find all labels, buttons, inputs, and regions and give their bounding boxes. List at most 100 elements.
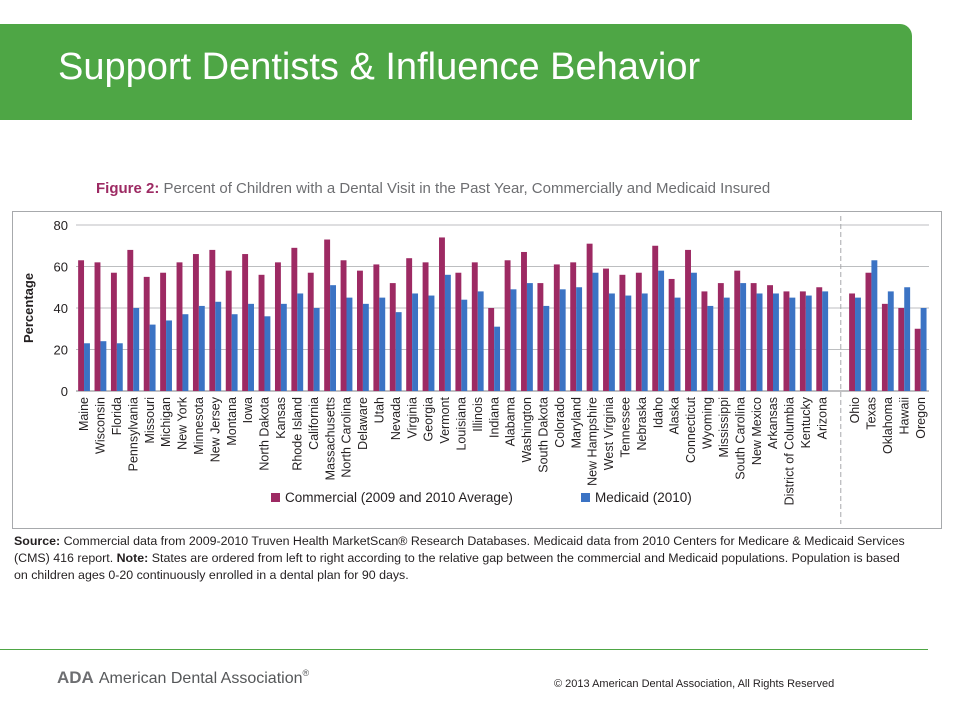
bar-commercial xyxy=(209,249,216,391)
x-tick-label: Pennsylvania xyxy=(126,397,140,471)
bar-medicaid xyxy=(444,274,451,391)
bar-commercial xyxy=(94,262,101,391)
x-tick-label: Alabama xyxy=(504,397,518,446)
bar-medicaid xyxy=(658,270,665,391)
y-tick-label: 60 xyxy=(54,260,68,275)
bar-medicaid xyxy=(84,343,90,391)
x-tick-label: Georgia xyxy=(422,397,436,442)
note-label: Note: xyxy=(116,551,149,565)
note-text: States are ordered from left to right ac… xyxy=(14,551,900,582)
bar-medicaid xyxy=(822,291,829,391)
bar-medicaid xyxy=(608,293,615,391)
bar-medicaid xyxy=(149,324,156,391)
x-tick-label: Connecticut xyxy=(684,396,698,463)
x-tick-label: Kentucky xyxy=(799,396,813,448)
bar-medicaid xyxy=(723,297,730,391)
bar-medicaid xyxy=(871,260,878,391)
bar-commercial xyxy=(274,262,281,391)
x-tick-label: Ohio xyxy=(848,397,862,423)
bar-commercial xyxy=(504,260,511,391)
x-tick-label: Vermont xyxy=(438,396,452,443)
x-tick-label: Virginia xyxy=(405,397,419,439)
bar-commercial xyxy=(881,303,888,391)
bar-commercial xyxy=(701,291,708,391)
bar-medicaid xyxy=(297,293,304,391)
bar-medicaid xyxy=(904,287,911,391)
source-note: Source: Commercial data from 2009-2010 T… xyxy=(14,533,914,584)
x-tick-label: West Virginia xyxy=(602,397,616,470)
bar-medicaid xyxy=(428,295,435,391)
bar-commercial xyxy=(471,262,478,391)
bar-medicaid xyxy=(215,301,222,391)
bar-commercial xyxy=(192,254,199,391)
x-tick-label: New York xyxy=(176,396,190,450)
bar-commercial xyxy=(898,308,905,391)
bar-commercial xyxy=(914,328,921,391)
bar-medicaid xyxy=(313,308,320,391)
x-tick-label: North Carolina xyxy=(340,397,354,478)
x-tick-label: Tennessee xyxy=(619,397,633,458)
bar-medicaid xyxy=(280,303,287,391)
x-tick-label: North Dakota xyxy=(258,397,272,471)
bar-medicaid xyxy=(494,326,501,391)
y-tick-label: 20 xyxy=(54,343,68,358)
x-tick-label: Arkansas xyxy=(766,397,780,449)
x-tick-label: New Hampshire xyxy=(586,397,600,486)
bar-medicaid xyxy=(166,320,172,391)
bar-medicaid xyxy=(264,316,271,391)
bar-commercial xyxy=(619,274,626,391)
bar-commercial xyxy=(603,268,609,391)
x-tick-label: Alaska xyxy=(668,397,682,435)
bar-commercial xyxy=(291,247,298,391)
bar-medicaid xyxy=(576,287,583,391)
bar-commercial xyxy=(356,270,363,391)
slide-title: Support Dentists & Influence Behavior xyxy=(58,46,701,88)
bar-commercial xyxy=(422,262,429,391)
bar-commercial xyxy=(373,264,380,391)
bar-commercial xyxy=(143,276,150,391)
bar-commercial xyxy=(439,237,445,391)
x-tick-label: Florida xyxy=(110,397,124,435)
x-tick-label: Texas xyxy=(865,397,879,430)
x-tick-label: Nevada xyxy=(389,397,403,440)
bar-medicaid xyxy=(330,285,337,391)
x-tick-label: Utah xyxy=(372,397,386,423)
x-tick-label: Maryland xyxy=(569,397,583,448)
bar-commercial xyxy=(242,254,249,391)
x-tick-label: Oklahoma xyxy=(881,397,895,454)
bar-medicaid xyxy=(231,314,238,391)
bar-commercial xyxy=(717,283,724,391)
x-tick-label: South Dakota xyxy=(537,397,551,473)
x-tick-label: Arizona xyxy=(815,397,829,439)
x-tick-label: Nebraska xyxy=(635,397,649,451)
bar-medicaid xyxy=(346,297,353,391)
copyright-text: © 2013 American Dental Association, All … xyxy=(554,678,835,690)
chart-frame: 0 20 40 60 80 Percentage Maine Wisconsin Florida… xyxy=(12,211,942,529)
bar-medicaid xyxy=(559,289,566,391)
bar-medicaid xyxy=(182,314,189,391)
bar-commercial xyxy=(176,262,183,391)
x-tick-label: Montana xyxy=(225,397,239,446)
bar-commercial xyxy=(258,274,265,391)
bar-commercial xyxy=(521,251,527,391)
bar-commercial xyxy=(799,291,806,391)
bar-medicaid xyxy=(592,272,599,391)
legend-label: Commercial (2009 and 2010 Average) xyxy=(285,490,513,505)
bar-medicaid xyxy=(116,343,123,391)
bar-medicaid xyxy=(543,305,550,391)
x-tick-label: Oregon xyxy=(914,397,928,439)
bar-commercial xyxy=(225,270,232,391)
bar-commercial xyxy=(127,249,134,391)
x-tick-label: Washington xyxy=(520,397,534,463)
bar-commercial xyxy=(307,272,314,391)
bar-medicaid xyxy=(248,303,254,391)
bar-commercial xyxy=(767,285,773,391)
figure-label: Figure 2: xyxy=(96,180,160,197)
bar-commercial xyxy=(570,262,577,391)
bar-commercial xyxy=(849,293,856,391)
bar-medicaid xyxy=(395,312,402,391)
bar-medicaid xyxy=(805,295,812,391)
bar-commercial xyxy=(816,287,823,391)
y-tick-label: 80 xyxy=(54,218,68,233)
footer-divider xyxy=(0,649,928,650)
